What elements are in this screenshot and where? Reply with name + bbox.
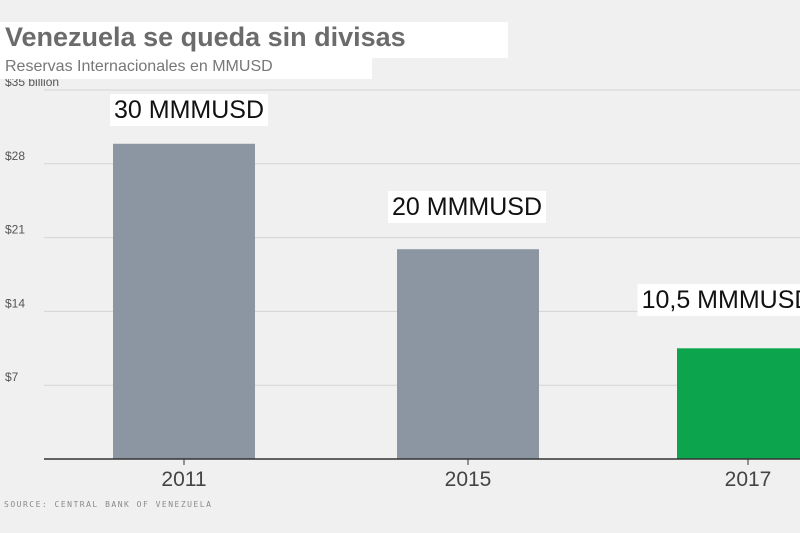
subtitle-background bbox=[0, 57, 372, 79]
x-tick-label: 2011 bbox=[161, 468, 206, 491]
data-label: 10,5 MMMUSD bbox=[642, 286, 800, 314]
bar bbox=[113, 143, 255, 460]
y-tick-label: $14 bbox=[5, 296, 25, 310]
chart-subtitle: Reservas Internacionales en MMUSD bbox=[5, 58, 273, 75]
y-tick-label: $28 bbox=[5, 149, 25, 163]
data-label: 30 MMMUSD bbox=[114, 96, 264, 124]
x-tick-label: 2015 bbox=[445, 468, 492, 491]
data-label-background bbox=[109, 94, 269, 126]
y-tick-label: $7 bbox=[5, 370, 19, 384]
data-label: 20 MMMUSD bbox=[392, 193, 542, 221]
source-note: SOURCE: CENTRAL BANK OF VENEZUELA bbox=[4, 500, 213, 509]
chart-title: Venezuela se queda sin divisas bbox=[5, 22, 406, 52]
data-label-background bbox=[387, 191, 547, 223]
title-background bbox=[0, 22, 508, 58]
y-tick-label: $21 bbox=[5, 223, 25, 237]
bar bbox=[677, 348, 800, 459]
bar bbox=[397, 249, 539, 459]
x-tick-label: 2017 bbox=[725, 468, 772, 491]
data-label-background bbox=[637, 284, 800, 316]
